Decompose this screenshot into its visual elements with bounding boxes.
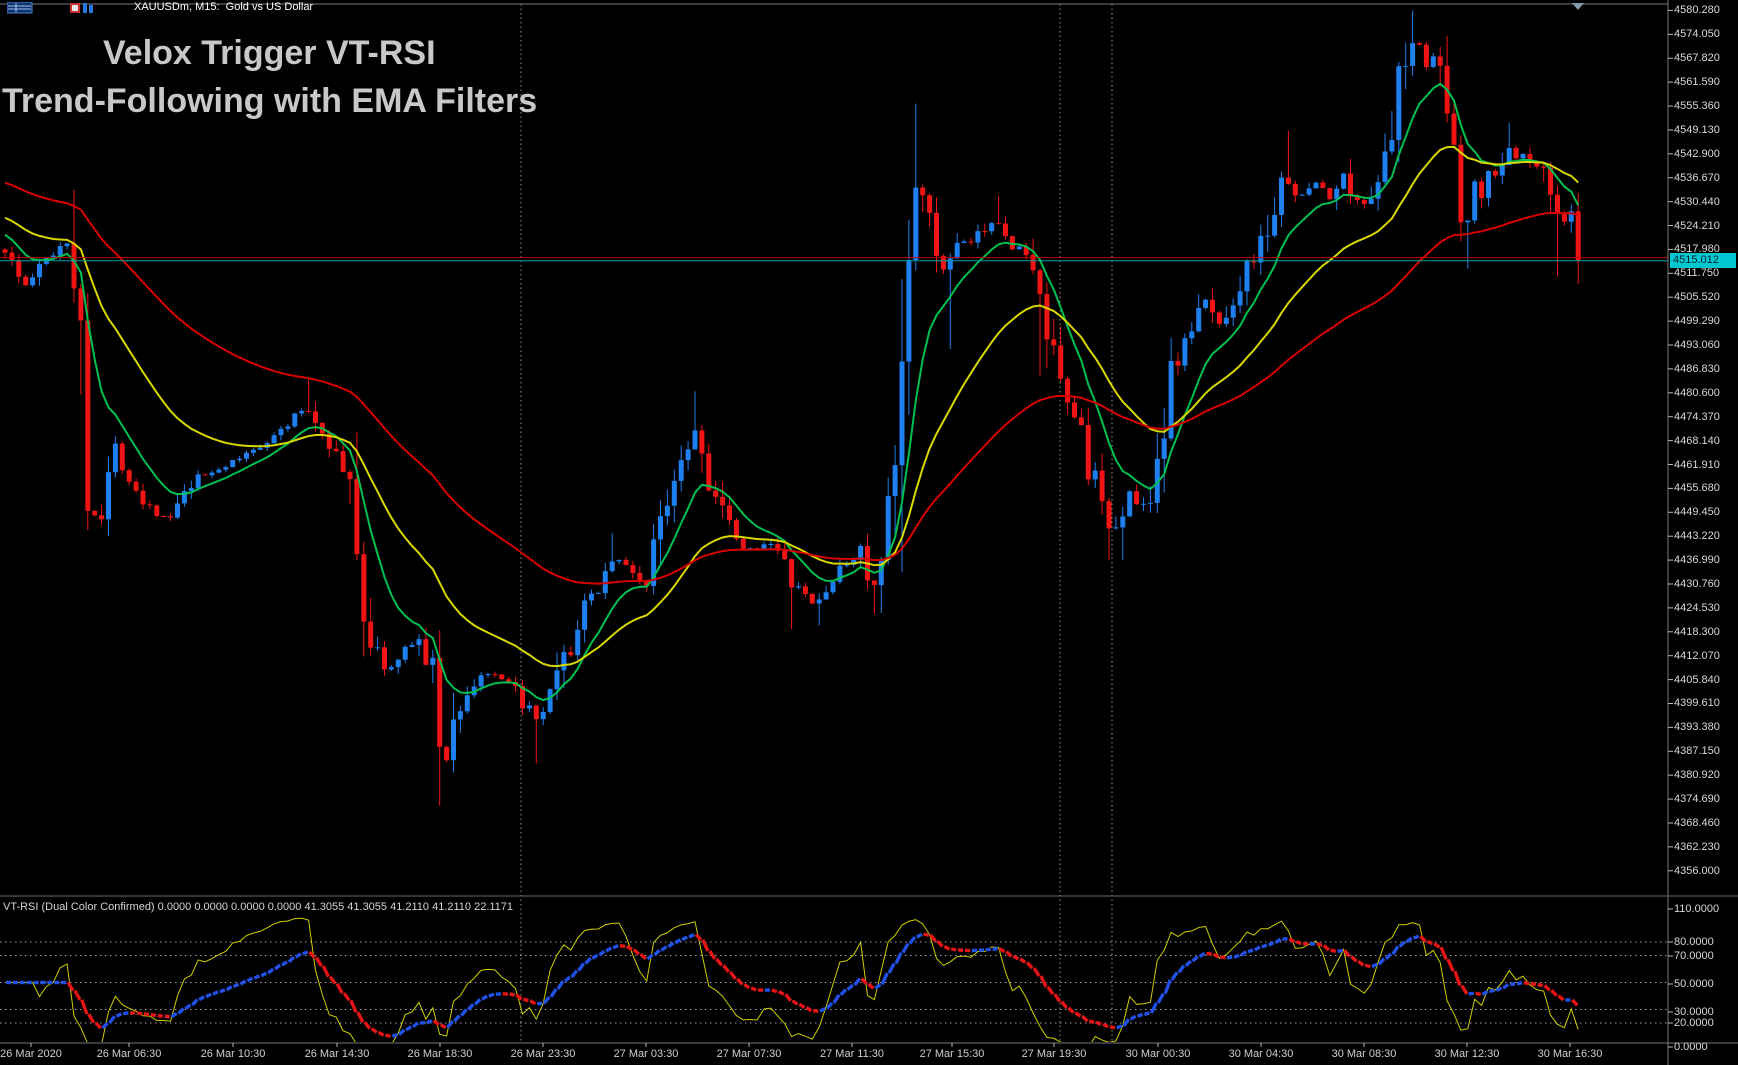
price-axis-label: 4524.210 [1674, 219, 1720, 232]
price-axis-label: 4368.460 [1674, 816, 1720, 829]
indicator-axis-label: 0.0000 [1674, 1041, 1708, 1053]
price-axis-label: 4424.530 [1674, 601, 1720, 614]
indicator-axis-label: 50.0000 [1674, 978, 1714, 990]
price-axis-label: 4387.150 [1674, 745, 1720, 758]
time-axis-label: 26 Mar 2020 [0, 1048, 62, 1060]
vt-rsi-plot [5, 917, 1579, 1042]
overlay-title-line2: Trend-Following with EMA Filters [2, 82, 538, 120]
time-axis-label: 27 Mar 19:30 [1021, 1048, 1087, 1060]
price-axis-label: 4555.360 [1674, 100, 1720, 113]
price-axis-label: 4449.450 [1674, 506, 1720, 519]
candlestick-chart-icon[interactable] [69, 1, 95, 13]
price-axis-label: 4468.140 [1674, 434, 1720, 447]
price-axis-label: 4374.690 [1674, 793, 1720, 806]
ema-slow-line [4, 181, 1579, 585]
indicator-axis-label: 110.0000 [1674, 903, 1720, 915]
price-axis-label: 4362.230 [1674, 840, 1720, 853]
price-axis-label: 4530.440 [1674, 195, 1720, 208]
price-axis-label: 4474.370 [1674, 410, 1720, 423]
ema-medium-line [4, 145, 1579, 668]
candlesticks [2, 10, 1581, 806]
price-axis-label: 4405.840 [1674, 673, 1720, 686]
time-axis-label: 30 Mar 00:30 [1125, 1048, 1191, 1060]
price-axis-label: 4393.380 [1674, 721, 1720, 734]
price-axis-label: 4517.980 [1674, 243, 1720, 256]
price-axis-label: 4574.050 [1674, 28, 1720, 41]
rsi-fast-line [5, 917, 1579, 1042]
time-axis-label: 26 Mar 23:30 [510, 1048, 576, 1060]
price-axis-label: 4511.750 [1674, 267, 1720, 280]
price-axis-label: 4412.070 [1674, 649, 1720, 662]
price-axis-label: 4493.060 [1674, 339, 1720, 351]
price-axis-label: 4399.610 [1674, 697, 1720, 710]
price-axis-label: 4443.220 [1674, 530, 1720, 543]
price-axis-label: 4536.670 [1674, 171, 1720, 184]
time-axis-label: 30 Mar 08:30 [1331, 1048, 1397, 1060]
time-axis-label: 30 Mar 12:30 [1434, 1048, 1500, 1060]
price-axis-label: 4380.920 [1674, 769, 1720, 782]
time-axis-label: 27 Mar 07:30 [716, 1048, 782, 1060]
price-axis-label: 4436.990 [1674, 554, 1720, 567]
price-axis-label: 4480.600 [1674, 386, 1720, 399]
price-axis-label: 4486.830 [1674, 362, 1720, 375]
indicator-axis-label: 20.0000 [1674, 1017, 1714, 1029]
time-axis-label: 30 Mar 16:30 [1537, 1048, 1603, 1060]
quotes-table-icon[interactable] [6, 1, 33, 14]
bid-price-badge: 4515.012 [1670, 253, 1736, 268]
time-axis-label: 30 Mar 04:30 [1228, 1048, 1294, 1060]
time-axis-label: 26 Mar 06:30 [96, 1048, 162, 1060]
price-axis-label: 4542.900 [1674, 147, 1720, 160]
price-axis-label: 4356.000 [1674, 864, 1720, 877]
price-axis-label: 4567.820 [1674, 52, 1720, 65]
price-axis-label: 4418.300 [1674, 625, 1720, 638]
indicator-status-line: VT-RSI (Dual Color Confirmed) 0.0000 0.0… [3, 901, 514, 913]
indicator-axis-label: 30.0000 [1674, 1006, 1714, 1018]
time-axis-label: 26 Mar 18:30 [407, 1048, 473, 1060]
time-axis-label: 27 Mar 03:30 [613, 1048, 679, 1060]
price-axis-label: 4430.760 [1674, 577, 1720, 590]
price-axis-label: 4499.290 [1674, 315, 1720, 328]
time-axis-label: 27 Mar 15:30 [919, 1048, 985, 1060]
time-axis-label: 26 Mar 14:30 [304, 1048, 370, 1060]
indicator-axis-label: 70.0000 [1674, 950, 1714, 962]
price-axis-label: 4561.590 [1674, 76, 1720, 89]
symbol-title: XAUUSDm, M15: Gold vs US Dollar [134, 1, 314, 13]
price-axis-label: 4505.520 [1674, 291, 1720, 304]
price-axis-label: 4549.130 [1674, 123, 1720, 136]
indicator-axis-label: 80.0000 [1674, 936, 1714, 948]
time-axis-label: 27 Mar 11:30 [819, 1048, 885, 1060]
price-axis-label: 4455.680 [1674, 482, 1720, 495]
chart-shift-marker[interactable] [1572, 3, 1584, 10]
price-axis-label: 4461.910 [1674, 458, 1720, 471]
price-axis-label: 4580.280 [1674, 4, 1720, 17]
overlay-title-line1: Velox Trigger VT-RSI [103, 34, 436, 72]
time-axis-label: 26 Mar 10:30 [200, 1048, 266, 1060]
